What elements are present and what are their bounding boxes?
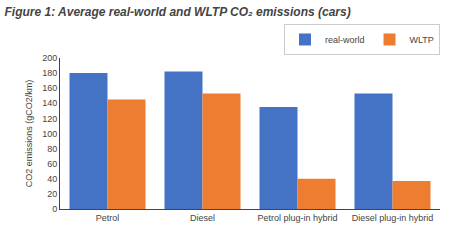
svg-text:Petrol plug-in hybrid: Petrol plug-in hybrid <box>257 213 337 223</box>
svg-text:0: 0 <box>52 204 57 214</box>
svg-text:200: 200 <box>42 53 57 63</box>
svg-text:60: 60 <box>47 159 57 169</box>
svg-text:100: 100 <box>42 129 57 139</box>
svg-text:180: 180 <box>42 68 57 78</box>
svg-text:Petrol: Petrol <box>96 213 120 223</box>
svg-text:20: 20 <box>47 189 57 199</box>
svg-text:WLTP: WLTP <box>410 35 434 45</box>
svg-text:40: 40 <box>47 174 57 184</box>
svg-text:Figure 1: Average real-world a: Figure 1: Average real-world and WLTP CO… <box>5 5 351 19</box>
svg-text:80: 80 <box>47 144 57 154</box>
svg-text:real-world: real-world <box>325 35 365 45</box>
svg-text:Diesel: Diesel <box>190 213 215 223</box>
svg-text:CO2 emissions (gCO2/km): CO2 emissions (gCO2/km) <box>24 80 34 188</box>
svg-text:140: 140 <box>42 98 57 108</box>
svg-text:120: 120 <box>42 114 57 124</box>
svg-text:160: 160 <box>42 83 57 93</box>
svg-text:Diesel plug-in hybrid: Diesel plug-in hybrid <box>352 213 434 223</box>
